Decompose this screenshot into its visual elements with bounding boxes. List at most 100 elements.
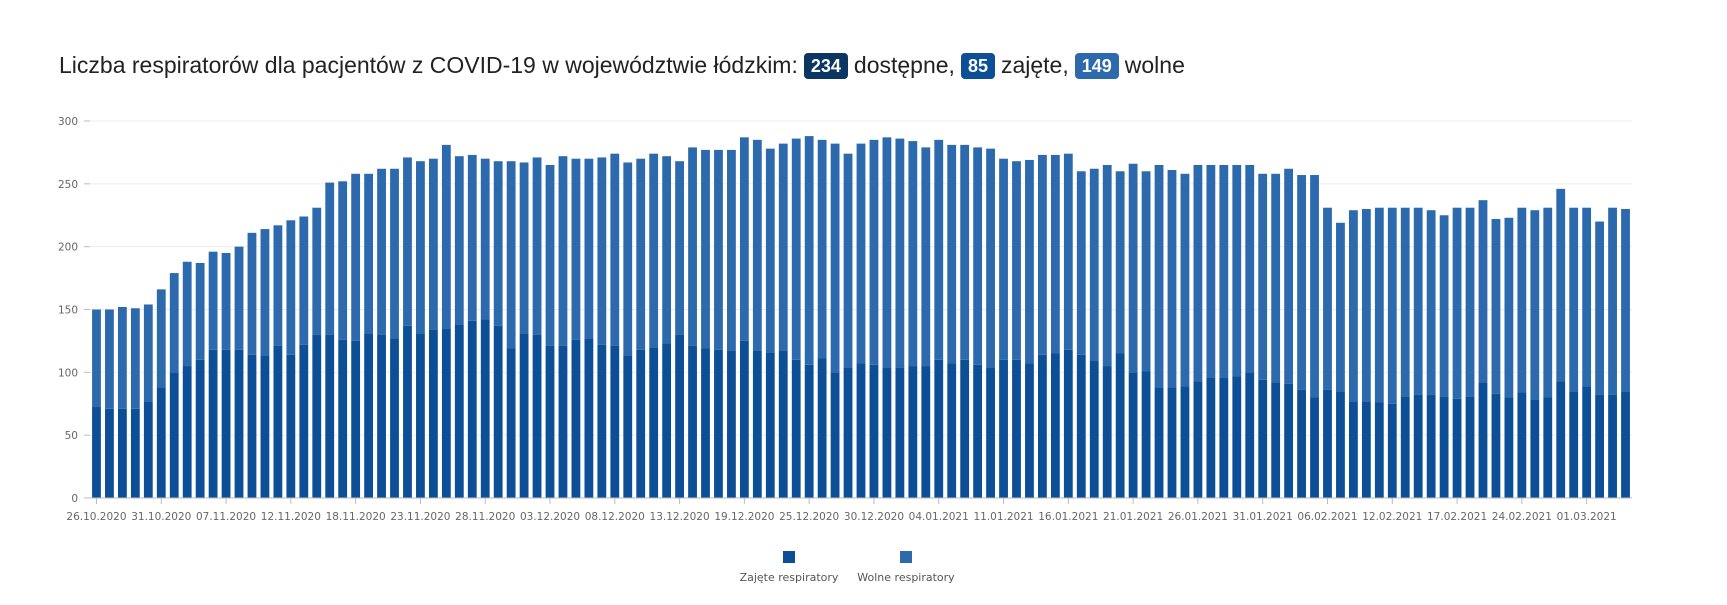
- bar-occupied[interactable]: [584, 338, 594, 498]
- bar-occupied[interactable]: [701, 348, 710, 498]
- bar-occupied[interactable]: [1180, 386, 1190, 498]
- bar-free[interactable]: [1491, 219, 1501, 394]
- bar-occupied[interactable]: [973, 364, 983, 498]
- bar-free[interactable]: [1504, 217, 1514, 398]
- bar-free[interactable]: [130, 308, 140, 409]
- bar-free[interactable]: [558, 156, 568, 346]
- bar-occupied[interactable]: [441, 328, 451, 498]
- bar-occupied[interactable]: [545, 345, 555, 498]
- bar-occupied[interactable]: [804, 364, 814, 498]
- bar-free[interactable]: [312, 207, 322, 335]
- bar-free[interactable]: [1543, 207, 1553, 398]
- bar-free[interactable]: [169, 273, 179, 373]
- bar-free[interactable]: [299, 216, 309, 345]
- bar-occupied[interactable]: [143, 401, 153, 498]
- bar-occupied[interactable]: [519, 333, 529, 498]
- bar-free[interactable]: [390, 168, 399, 339]
- bar-occupied[interactable]: [623, 355, 633, 498]
- bar-free[interactable]: [752, 139, 762, 351]
- bar-free[interactable]: [1258, 173, 1268, 380]
- bar-occupied[interactable]: [649, 347, 659, 498]
- bar-occupied[interactable]: [286, 354, 296, 498]
- bar-occupied[interactable]: [403, 325, 412, 498]
- bar-occupied[interactable]: [1517, 392, 1527, 498]
- bar-occupied[interactable]: [869, 364, 879, 498]
- bar-free[interactable]: [701, 149, 710, 349]
- bar-free[interactable]: [1167, 170, 1177, 388]
- bar-free[interactable]: [986, 148, 995, 368]
- bar-free[interactable]: [1089, 168, 1099, 362]
- bar-free[interactable]: [1387, 207, 1397, 404]
- bar-free[interactable]: [675, 161, 684, 335]
- bar-occupied[interactable]: [752, 350, 762, 498]
- bar-occupied[interactable]: [1258, 379, 1268, 498]
- bar-free[interactable]: [1025, 159, 1034, 364]
- bar-occupied[interactable]: [856, 363, 866, 498]
- bar-free[interactable]: [1245, 164, 1255, 373]
- bar-free[interactable]: [1038, 154, 1047, 355]
- bar-occupied[interactable]: [817, 358, 827, 498]
- bar-free[interactable]: [934, 139, 944, 360]
- bar-free[interactable]: [416, 161, 425, 334]
- bar-occupied[interactable]: [1297, 389, 1306, 498]
- bar-free[interactable]: [117, 306, 127, 409]
- bar-occupied[interactable]: [1076, 354, 1086, 498]
- bar-occupied[interactable]: [1038, 354, 1047, 498]
- bar-free[interactable]: [1608, 207, 1617, 395]
- bar-occupied[interactable]: [1336, 391, 1345, 498]
- bar-free[interactable]: [1426, 210, 1436, 395]
- bar-free[interactable]: [1063, 153, 1073, 350]
- bar-free[interactable]: [480, 158, 490, 320]
- bar-occupied[interactable]: [234, 349, 244, 498]
- bar-free[interactable]: [1141, 171, 1151, 372]
- bar-occupied[interactable]: [1595, 394, 1605, 498]
- bar-free[interactable]: [765, 148, 775, 353]
- bar-occupied[interactable]: [882, 367, 892, 498]
- bar-occupied[interactable]: [1284, 383, 1294, 498]
- bar-free[interactable]: [1439, 215, 1449, 397]
- bar-occupied[interactable]: [377, 334, 386, 498]
- bar-free[interactable]: [1310, 175, 1319, 398]
- bar-free[interactable]: [195, 263, 205, 360]
- bar-occupied[interactable]: [208, 349, 218, 498]
- bar-occupied[interactable]: [1310, 397, 1319, 498]
- bar-occupied[interactable]: [273, 345, 283, 498]
- bar-occupied[interactable]: [1050, 353, 1060, 498]
- bar-occupied[interactable]: [1504, 397, 1514, 498]
- bar-free[interactable]: [597, 157, 607, 345]
- bar-occupied[interactable]: [571, 339, 581, 498]
- bar-occupied[interactable]: [1219, 377, 1229, 498]
- bar-free[interactable]: [999, 158, 1008, 360]
- bar-occupied[interactable]: [921, 366, 931, 498]
- bar-free[interactable]: [325, 182, 335, 335]
- bar-occupied[interactable]: [1569, 391, 1579, 498]
- bar-free[interactable]: [208, 251, 218, 350]
- bar-free[interactable]: [571, 158, 581, 340]
- bar-occupied[interactable]: [1271, 382, 1281, 498]
- bar-occupied[interactable]: [778, 350, 788, 498]
- bar-occupied[interactable]: [454, 324, 464, 498]
- bar-free[interactable]: [1348, 210, 1358, 402]
- bar-free[interactable]: [791, 138, 801, 360]
- bar-free[interactable]: [338, 181, 348, 340]
- bar-occupied[interactable]: [908, 366, 918, 498]
- bar-occupied[interactable]: [156, 387, 166, 498]
- bar-free[interactable]: [1530, 210, 1540, 400]
- bar-free[interactable]: [610, 153, 620, 346]
- bar-occupied[interactable]: [1012, 359, 1021, 498]
- bar-occupied[interactable]: [895, 367, 905, 498]
- bar-free[interactable]: [895, 138, 905, 368]
- bar-occupied[interactable]: [1089, 361, 1099, 498]
- bar-free[interactable]: [1232, 164, 1242, 377]
- legend-item-free[interactable]: Wolne respiratory: [846, 551, 966, 584]
- bar-occupied[interactable]: [1439, 396, 1449, 498]
- bar-occupied[interactable]: [1426, 394, 1436, 498]
- bar-free[interactable]: [973, 147, 983, 365]
- bar-free[interactable]: [1336, 222, 1345, 392]
- bar-free[interactable]: [247, 232, 257, 355]
- bar-occupied[interactable]: [934, 359, 944, 498]
- bar-free[interactable]: [1115, 171, 1125, 354]
- bar-free[interactable]: [377, 168, 386, 335]
- bar-occupied[interactable]: [1206, 377, 1216, 498]
- bar-occupied[interactable]: [1621, 391, 1630, 498]
